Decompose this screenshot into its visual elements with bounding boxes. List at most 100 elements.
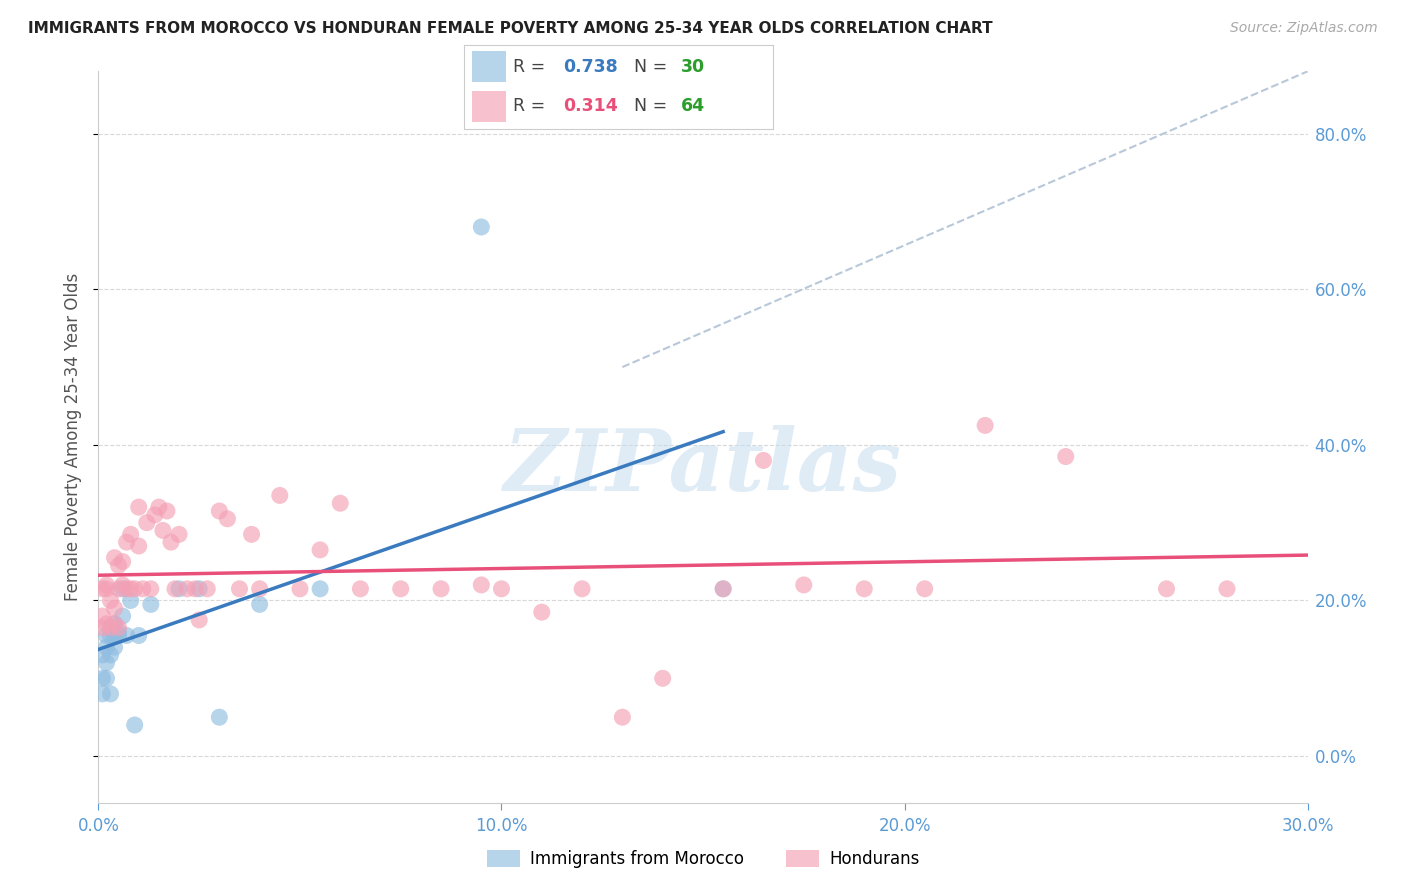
Point: [139, 582, 162, 596]
Point: [167, 582, 190, 596]
Point: [107, 621, 129, 635]
Point: [167, 527, 190, 541]
Point: [115, 628, 138, 642]
Point: [530, 605, 553, 619]
Point: [91, 582, 114, 596]
Point: [470, 578, 492, 592]
Point: [107, 558, 129, 573]
Point: [329, 496, 352, 510]
Point: [115, 582, 138, 596]
Point: [91, 648, 114, 662]
Point: [96, 656, 118, 670]
Point: [188, 582, 211, 596]
Point: [128, 628, 150, 642]
Point: [91, 687, 114, 701]
Point: [100, 593, 122, 607]
Point: [152, 524, 174, 538]
Point: [612, 710, 634, 724]
Point: [389, 582, 412, 596]
Point: [96, 640, 118, 655]
Point: [132, 582, 155, 596]
Point: [711, 582, 734, 596]
Point: [107, 582, 129, 596]
Point: [491, 582, 513, 596]
Point: [430, 582, 453, 596]
Point: [111, 578, 134, 592]
Text: R =: R =: [513, 58, 551, 76]
Point: [208, 504, 231, 518]
Point: [309, 542, 332, 557]
Text: N =: N =: [634, 97, 673, 115]
Point: [124, 718, 146, 732]
Point: [208, 710, 231, 724]
Text: Source: ZipAtlas.com: Source: ZipAtlas.com: [1230, 21, 1378, 35]
Point: [184, 582, 207, 596]
Text: 0.738: 0.738: [562, 58, 617, 76]
Text: 30: 30: [681, 58, 704, 76]
Point: [96, 578, 118, 592]
Text: R =: R =: [513, 97, 551, 115]
Point: [100, 648, 122, 662]
Text: 0.314: 0.314: [562, 97, 617, 115]
Point: [120, 582, 142, 596]
Point: [176, 582, 198, 596]
Point: [91, 621, 114, 635]
Point: [128, 500, 150, 515]
Point: [269, 488, 291, 502]
Point: [249, 598, 271, 612]
Point: [103, 616, 125, 631]
Point: [143, 508, 166, 522]
Point: [974, 418, 997, 433]
Point: [1216, 582, 1239, 596]
Point: [752, 453, 775, 467]
Point: [853, 582, 876, 596]
Text: N =: N =: [634, 58, 673, 76]
Point: [349, 582, 371, 596]
Point: [96, 582, 118, 596]
Point: [96, 628, 118, 642]
Point: [120, 593, 142, 607]
Point: [103, 616, 125, 631]
Point: [793, 578, 815, 592]
Point: [111, 609, 134, 624]
Point: [1156, 582, 1178, 596]
Y-axis label: Female Poverty Among 25-34 Year Olds: Female Poverty Among 25-34 Year Olds: [65, 273, 83, 601]
Text: 64: 64: [681, 97, 704, 115]
Point: [100, 621, 122, 635]
Point: [103, 628, 125, 642]
Point: [135, 516, 157, 530]
Text: ZIPatlas: ZIPatlas: [503, 425, 903, 508]
Point: [124, 582, 146, 596]
FancyBboxPatch shape: [472, 52, 506, 82]
Point: [156, 504, 179, 518]
Point: [96, 616, 118, 631]
Point: [309, 582, 332, 596]
Point: [148, 500, 170, 515]
Point: [288, 582, 311, 596]
Point: [107, 624, 129, 639]
Point: [91, 609, 114, 624]
Point: [217, 512, 239, 526]
Point: [160, 535, 183, 549]
Point: [111, 582, 134, 596]
Point: [195, 582, 218, 596]
Point: [711, 582, 734, 596]
Point: [914, 582, 936, 596]
Point: [100, 687, 122, 701]
Point: [120, 527, 142, 541]
Point: [115, 535, 138, 549]
Point: [100, 628, 122, 642]
Point: [651, 671, 673, 685]
Point: [111, 555, 134, 569]
Point: [103, 601, 125, 615]
Point: [91, 671, 114, 685]
Point: [96, 671, 118, 685]
Point: [103, 550, 125, 565]
Point: [128, 539, 150, 553]
Point: [240, 527, 263, 541]
Point: [107, 628, 129, 642]
Point: [163, 582, 186, 596]
Point: [1054, 450, 1077, 464]
Point: [470, 219, 492, 234]
FancyBboxPatch shape: [472, 91, 506, 121]
